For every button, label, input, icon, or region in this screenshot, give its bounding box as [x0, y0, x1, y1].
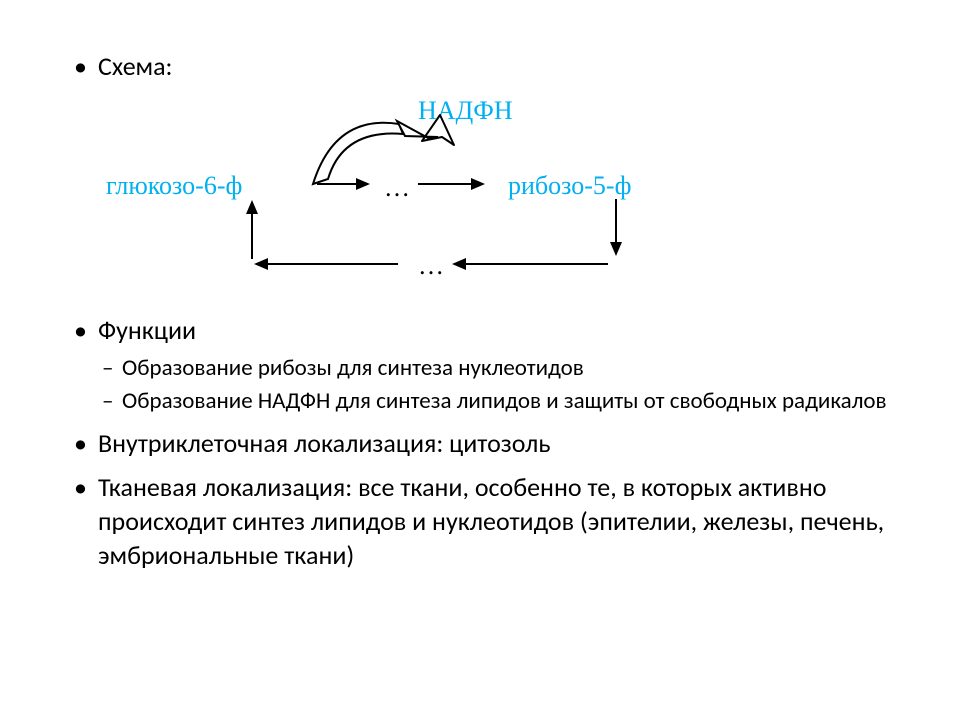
bullet-schema-text: Схема: — [98, 50, 173, 82]
sub-nadph: Образование НАДФН для синтеза липидов и … — [98, 387, 890, 417]
diagram-arrows — [88, 84, 788, 294]
bullet-functions-text: Функции — [98, 314, 196, 346]
bullet-list: Схема: НАДФН глюкозо-6-ф рибозо-5-ф … … … — [70, 50, 890, 573]
bullet-functions: Функции Образование рибозы для синтеза н… — [70, 314, 890, 418]
bullet-tissue: Тканевая локализация: все ткани, особенн… — [70, 471, 890, 572]
bullet-schema: Схема: НАДФН глюкозо-6-ф рибозо-5-ф … … — [70, 50, 890, 294]
bullet-intracellular: Внутриклеточная локализация: цитозоль — [70, 427, 890, 461]
pathway-diagram: НАДФН глюкозо-6-ф рибозо-5-ф … … — [88, 84, 788, 294]
functions-sublist: Образование рибозы для синтеза нуклеотид… — [98, 354, 890, 418]
sub-ribose: Образование рибозы для синтеза нуклеотид… — [98, 354, 890, 384]
